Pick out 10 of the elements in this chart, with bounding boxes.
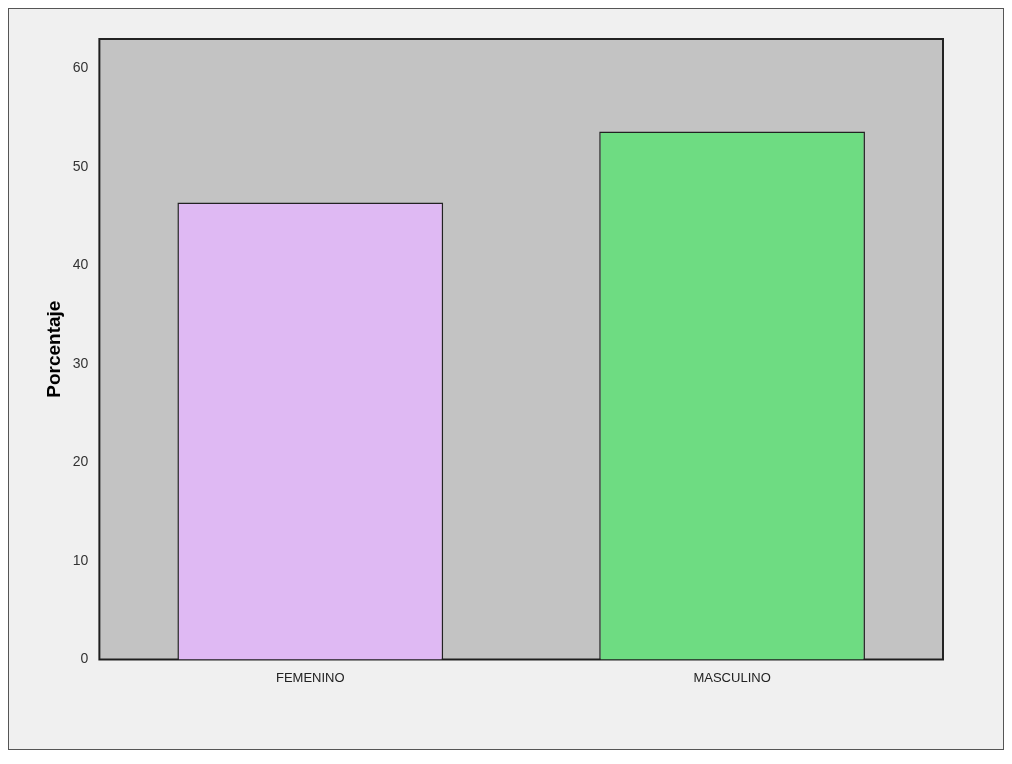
y-tick-label: 30 bbox=[72, 354, 89, 371]
y-axis-title: Porcentaje bbox=[42, 300, 64, 398]
y-tick-label: 40 bbox=[72, 256, 89, 273]
y-tick-label: 50 bbox=[72, 157, 89, 174]
x-tick-label: FEMENINO bbox=[275, 669, 345, 685]
y-tick-label: 60 bbox=[72, 59, 89, 76]
y-tick-label: 10 bbox=[72, 551, 89, 568]
y-tick-label: 20 bbox=[72, 453, 89, 470]
x-tick-label: MASCULINO bbox=[693, 669, 771, 685]
y-tick-label: 0 bbox=[80, 650, 89, 667]
